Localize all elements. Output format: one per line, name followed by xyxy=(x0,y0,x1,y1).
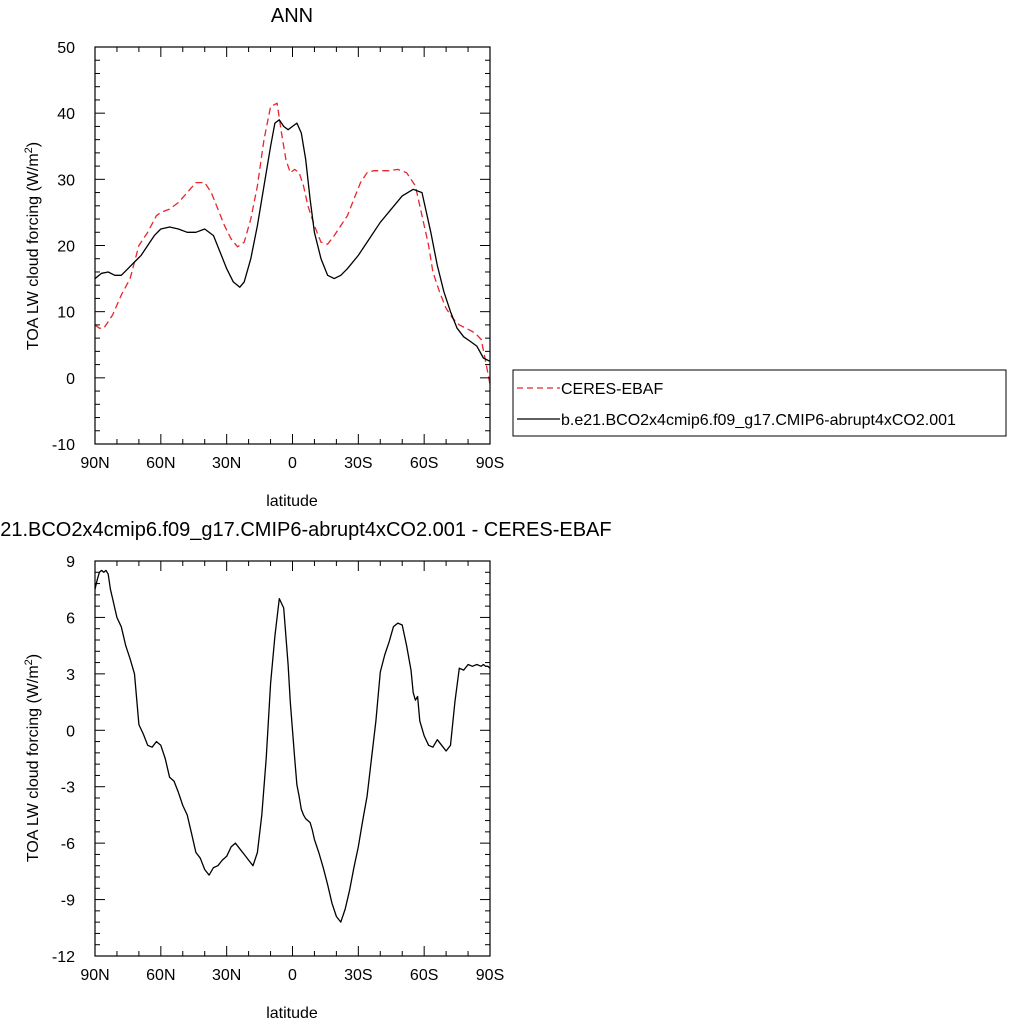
top-y-axis-label-close: ) xyxy=(25,142,42,147)
bottom-y-axis-label-close: ) xyxy=(25,654,42,659)
legend-label-ceres-ebaf: CERES-EBAF xyxy=(561,381,663,398)
legend-box xyxy=(512,369,1007,437)
top-x-tick-label: 90N xyxy=(80,455,109,472)
top-y-tick-label: 50 xyxy=(57,40,75,57)
top-y-axis-label-main: TOA LW cloud forcing (W/m xyxy=(25,153,42,350)
bottom-y-axis-label: TOA LW cloud forcing (W/m2) xyxy=(23,654,42,862)
bottom-series-line-difference xyxy=(95,569,490,923)
bottom-y-tick-label: 6 xyxy=(66,610,75,627)
top-y-tick-label: 0 xyxy=(66,371,75,388)
bottom-chart: b.e21.BCO2x4cmip6.f09_g17.CMIP6-abrupt4x… xyxy=(0,519,612,1022)
top-y-tick-label: 30 xyxy=(57,172,75,189)
top-chart: ANN 90N 60N 30N 0 30S 60S 90S -10 0 10 20 30 40 50 la… xyxy=(23,5,504,510)
bottom-x-axis-label: latitude xyxy=(266,1005,318,1022)
bottom-plot-frame xyxy=(94,560,491,957)
bottom-y-tick-label: 0 xyxy=(66,723,75,740)
top-x-tick-label: 60N xyxy=(146,455,175,472)
bottom-y-tick-label: -9 xyxy=(61,893,75,910)
bottom-x-tick-label: 30N xyxy=(212,967,241,984)
legend: CERES-EBAF b.e21.BCO2x4cmip6.f09_g17.CMI… xyxy=(512,369,1007,437)
bottom-y-axis-label-superscript: 2 xyxy=(23,659,35,665)
bottom-y-tick-label: -6 xyxy=(61,836,75,853)
top-plot-lines xyxy=(95,102,490,385)
top-y-tick-label: 40 xyxy=(57,106,75,123)
bottom-y-axis-label-main: TOA LW cloud forcing (W/m xyxy=(25,665,42,862)
bottom-y-tick-label: 9 xyxy=(66,554,75,571)
top-chart-title: ANN xyxy=(271,5,313,27)
bottom-x-tick-label: 30S xyxy=(344,967,372,984)
top-series-line-ceres-ebaf xyxy=(95,102,490,385)
top-y-tick-label: 10 xyxy=(57,305,75,322)
bottom-y-tick-label: -3 xyxy=(61,780,75,797)
bottom-x-tick-label: 90N xyxy=(80,967,109,984)
bottom-x-tick-label: 90S xyxy=(476,967,504,984)
top-y-tick-label: 20 xyxy=(57,239,75,256)
top-series-line-b-e21-bco2x4cmip6-f09-g1 xyxy=(95,119,490,362)
top-x-tick-label: 90S xyxy=(476,455,504,472)
bottom-y-tick-label: -12 xyxy=(52,949,75,966)
legend-label-model: b.e21.BCO2x4cmip6.f09_g17.CMIP6-abrupt4x… xyxy=(561,412,956,429)
bottom-chart-title: b.e21.BCO2x4cmip6.f09_g17.CMIP6-abrupt4x… xyxy=(0,519,612,541)
bottom-x-tick-label: 60S xyxy=(410,967,438,984)
top-x-tick-label: 30N xyxy=(212,455,241,472)
top-plot-frame xyxy=(94,46,491,445)
top-x-axis-label: latitude xyxy=(266,493,318,510)
bottom-x-tick-label: 60N xyxy=(146,967,175,984)
top-y-axis-label-superscript: 2 xyxy=(23,147,35,153)
top-y-tick-label: -10 xyxy=(52,437,75,454)
top-x-tick-label: 0 xyxy=(288,455,297,472)
bottom-plot-lines xyxy=(95,569,490,923)
bottom-x-tick-label: 0 xyxy=(288,967,297,984)
top-x-tick-label: 30S xyxy=(344,455,372,472)
bottom-axis-ticks: 90N 60N 30N 0 30S 60S 90S -12 -9 -6 -3 0 3 6 9 xyxy=(52,554,504,984)
top-y-axis-label: TOA LW cloud forcing (W/m2) xyxy=(23,142,42,350)
top-axis-ticks: 90N 60N 30N 0 30S 60S 90S -10 0 10 20 30 40 50 xyxy=(52,40,504,472)
top-x-tick-label: 60S xyxy=(410,455,438,472)
bottom-y-tick-label: 3 xyxy=(66,667,75,684)
